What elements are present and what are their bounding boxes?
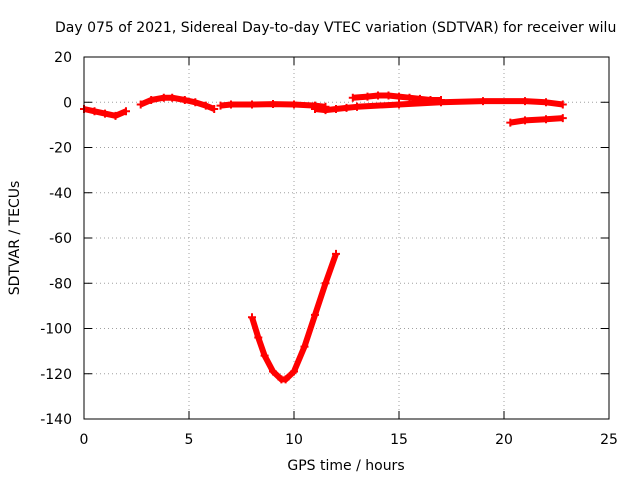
chart-title: Day 075 of 2021, Sidereal Day-to-day VTE… xyxy=(55,20,616,36)
data-point xyxy=(521,116,529,125)
y-tick-label: -80 xyxy=(49,276,72,292)
data-point xyxy=(122,107,130,116)
data-point xyxy=(542,115,550,124)
data-point xyxy=(363,92,372,101)
data-point xyxy=(191,98,200,107)
data-point xyxy=(290,100,298,109)
y-tick-label: -60 xyxy=(49,231,72,247)
data-point xyxy=(321,106,330,115)
x-tick-label: 5 xyxy=(185,432,194,448)
y-tick-label: -120 xyxy=(40,367,72,383)
data-point xyxy=(227,100,235,109)
data-point xyxy=(311,105,319,114)
x-tick-label: 0 xyxy=(80,432,89,448)
data-point xyxy=(254,333,263,342)
x-tick-label: 20 xyxy=(495,432,513,448)
data-point xyxy=(248,313,256,322)
data-point xyxy=(300,342,309,351)
data-point xyxy=(332,105,340,114)
data-point xyxy=(348,93,357,102)
data-point xyxy=(216,101,225,110)
data-point xyxy=(353,102,361,111)
data-point xyxy=(332,249,340,258)
data-point xyxy=(521,97,529,106)
y-tick-label: -40 xyxy=(49,186,72,202)
data-point xyxy=(374,91,382,100)
y-axis-label: SDTVAR / TECUs xyxy=(7,181,23,296)
data-point xyxy=(290,367,298,376)
data-point xyxy=(342,103,351,112)
data-point xyxy=(269,100,277,109)
data-point xyxy=(558,100,567,109)
series-arc-8 xyxy=(249,252,339,383)
data-point xyxy=(506,118,515,127)
series-arc-6 xyxy=(356,98,564,110)
plot-series xyxy=(80,91,567,384)
data-point xyxy=(479,97,487,106)
data-point xyxy=(269,367,277,376)
data-point xyxy=(136,100,145,109)
data-point xyxy=(210,105,219,114)
y-tick-labels: 20 0 -20 -40 -60 -80 -100 -120 -140 xyxy=(40,50,72,428)
y-tick-label: 0 xyxy=(63,95,72,111)
y-tick-label: -20 xyxy=(49,141,72,157)
x-tick-label: 15 xyxy=(390,432,408,448)
data-point xyxy=(168,93,177,102)
x-tick-labels: 0 5 10 15 20 25 xyxy=(80,432,618,448)
data-point xyxy=(180,95,189,104)
data-point xyxy=(147,95,156,104)
data-point xyxy=(311,310,319,319)
x-tick-label: 25 xyxy=(600,432,618,448)
data-point xyxy=(405,93,414,102)
data-point xyxy=(395,100,403,109)
data-point xyxy=(321,279,330,288)
data-point xyxy=(111,111,120,120)
data-point xyxy=(542,98,550,107)
data-point xyxy=(395,92,403,101)
grid xyxy=(84,57,609,419)
data-point xyxy=(90,107,99,116)
x-axis-label: GPS time / hours xyxy=(287,458,404,474)
data-point xyxy=(101,109,109,118)
series-arc-7 xyxy=(509,115,563,126)
y-tick-label: -100 xyxy=(40,322,72,338)
x-tick-label: 10 xyxy=(285,432,303,448)
y-tick-label: -140 xyxy=(40,412,72,428)
y-tick-label: 20 xyxy=(54,50,72,66)
data-point xyxy=(384,91,393,100)
data-point xyxy=(437,98,445,107)
data-point xyxy=(260,351,269,360)
data-point xyxy=(248,100,256,109)
data-point xyxy=(281,375,290,384)
data-point xyxy=(558,114,567,123)
data-point xyxy=(159,93,168,102)
data-point xyxy=(201,101,210,110)
axis-ticks xyxy=(83,56,610,420)
